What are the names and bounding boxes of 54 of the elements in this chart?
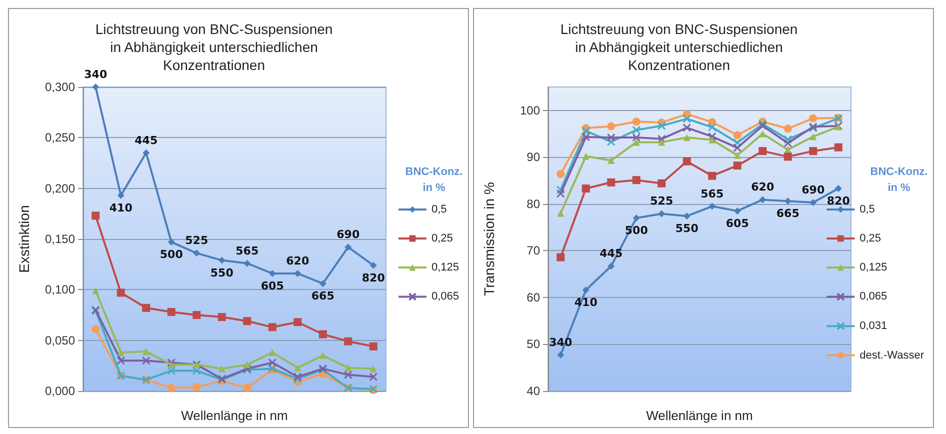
y-axis-title: Transmission in %: [481, 182, 497, 296]
legend-label: dest.-Wasser: [860, 349, 924, 362]
annotation: 550: [210, 266, 234, 280]
annotation: 820: [362, 271, 386, 284]
y-tick-label: 90: [526, 150, 540, 164]
y-tick-label: 50: [526, 337, 540, 352]
y-tick-label: 0,200: [44, 181, 76, 196]
y-tick-label: 0,000: [44, 384, 76, 398]
legend-label: 0,125: [860, 262, 888, 274]
annotation: 410: [574, 296, 598, 309]
annotation: 665: [776, 207, 800, 220]
legend-label: 0,125: [431, 262, 460, 274]
y-tick-label: 60: [526, 290, 540, 304]
annotation: 665: [311, 290, 334, 303]
y-tick-label: 70: [526, 244, 540, 258]
annotation: 410: [109, 201, 133, 214]
legend-label: 0,065: [431, 290, 460, 303]
legend-title: BNC-Konz. in %: [870, 166, 928, 194]
legend-label: 0,065: [860, 290, 888, 303]
annotation: 605: [726, 216, 749, 230]
y-tick-label: 80: [526, 196, 540, 211]
y-tick-label: 0,100: [44, 282, 76, 297]
annotation: 525: [650, 194, 674, 208]
annotation: 605: [260, 279, 284, 292]
annotation: 820: [826, 194, 850, 208]
y-tick-label: 0,050: [44, 333, 76, 348]
y-tick-label: 100: [520, 103, 540, 118]
x-axis-title: Wellenlänge in nm: [646, 408, 753, 423]
annotation: 690: [336, 228, 360, 242]
legend-label: 0,5: [431, 204, 447, 216]
legend-title: BNC-Konz. in %: [405, 166, 463, 194]
annotation: 550: [675, 222, 699, 236]
annotation: 500: [624, 224, 648, 237]
annotation: 620: [286, 254, 310, 268]
y-tick-label: 0,150: [44, 232, 76, 246]
legend-label: 0,25: [860, 232, 882, 244]
annotation: 690: [802, 184, 825, 197]
chart-title: Lichtstreuung von BNC-Suspensionen in Abhängigkeit unterschiedlichen Konzentrationen: [560, 21, 798, 73]
annotation: 445: [134, 134, 158, 147]
legend-label: 0,25: [431, 232, 453, 244]
legend-label: 0,031: [860, 320, 888, 332]
y-axis-title: Exstinktion: [16, 205, 32, 273]
annotation: 565: [700, 187, 724, 200]
annotation: 565: [236, 244, 259, 258]
annotation: 445: [600, 247, 623, 260]
y-tick-label: 0,250: [44, 130, 76, 145]
annotation: 500: [160, 248, 184, 262]
annotation: 340: [549, 336, 572, 349]
annotation: 620: [751, 180, 774, 194]
legend-label: 0,5: [860, 204, 875, 216]
y-tick-label: 0,300: [44, 80, 76, 94]
y-tick-label: 40: [526, 384, 540, 398]
x-axis-title: Wellenlänge in nm: [181, 408, 288, 423]
annotation: 525: [185, 234, 208, 248]
